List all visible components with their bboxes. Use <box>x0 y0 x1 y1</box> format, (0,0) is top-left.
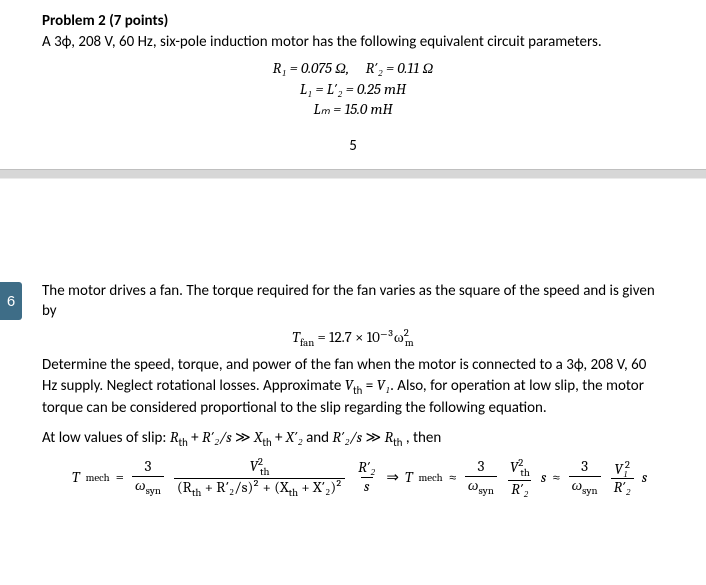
r2p-den2: R′₂ <box>508 480 531 498</box>
vth2b-sub: th <box>520 466 530 479</box>
plus1: + <box>188 429 202 447</box>
r2ps1: R′₂/s <box>202 428 232 446</box>
num-3: 3 <box>142 459 155 476</box>
determine-paragraph: Determine the speed, torque, and power o… <box>42 355 664 419</box>
num-3b: 3 <box>474 459 487 476</box>
frac-v12-over-r2p: V₁2 R′₂ <box>611 459 634 497</box>
denbig-th1: th <box>192 486 202 499</box>
then: , then <box>402 429 441 447</box>
vth-sub: th <box>353 384 362 397</box>
eq-sign: = <box>116 468 124 486</box>
gg1: ≫ <box>232 429 255 447</box>
num-3c: 3 <box>578 459 591 476</box>
v1: V₁ <box>377 376 391 394</box>
tmech2-sub: mech <box>419 471 443 484</box>
x2p1: X′₂ <box>286 428 303 446</box>
tfan-rhs: = 12.7 × 10⁻³ω <box>314 328 404 346</box>
eq-r2p: R′₂ = 0.11 Ω <box>366 59 434 77</box>
tmech-sub: mech <box>86 471 110 484</box>
syn3: syn <box>582 484 597 497</box>
p3a: At low values of slip: <box>42 429 170 447</box>
v1b-sup: 2 <box>625 458 630 471</box>
eq-r1: R₁ = 0.075 Ω, <box>273 59 349 77</box>
tmech-equation: Tmech = 3 ωsyn V2th (Rth + R′₂/s)² + (Xt… <box>42 456 664 499</box>
eq-l1l2: L₁ = L′₂ = 0.25 mH <box>42 79 664 99</box>
and: and <box>303 429 333 447</box>
r2p-num: R′₂ <box>355 460 378 477</box>
tfan-sub: fan <box>300 336 314 349</box>
fan-description: The motor drives a fan. The torque requi… <box>42 281 664 322</box>
eq-lm: Lₘ = 15.0 mH <box>42 99 664 119</box>
problem-title: Problem 2 (7 points) <box>42 12 664 30</box>
vth2-sub: th <box>260 465 270 478</box>
s-trail2: s <box>642 468 647 486</box>
frac-3-over-wsyn-3: 3 ωsyn <box>569 459 601 496</box>
frac-3-over-wsyn: 3 ωsyn <box>132 459 164 496</box>
tmech2-t: T <box>405 468 413 486</box>
frac-3-over-wsyn-2: 3 ωsyn <box>465 459 497 496</box>
s-den: s <box>361 477 372 495</box>
page-separator <box>0 169 706 239</box>
omega1: ω <box>135 476 146 494</box>
approx2: ≈ <box>552 468 560 486</box>
frac-vth2-over-den: V2th (Rth + R′₂/s)² + (Xth + X′₂)² <box>174 456 345 499</box>
frac-vth2-over-r2p: V2th R′₂ <box>507 457 533 497</box>
denbig1: (R <box>177 478 192 496</box>
equivalent-circuit-params: R₁ = 0.075 Ω, R′₂ = 0.11 Ω L₁ = L′₂ = 0.… <box>42 58 664 119</box>
tmech-t: T <box>72 468 80 486</box>
r2p-den3: R′₂ <box>611 478 634 496</box>
xth1-sub: th <box>262 436 271 449</box>
problem-intro: A 3ϕ, 208 V, 60 Hz, six-pole induction m… <box>42 32 664 52</box>
omega2: ω <box>468 476 479 494</box>
gg2: ≫ <box>362 429 385 447</box>
implies: ⇒ <box>386 468 399 486</box>
fan-torque-equation: Tfan = 12.7 × 10⁻³ω2m <box>42 326 664 349</box>
approx1: ≈ <box>449 468 457 486</box>
vth-v: V <box>345 376 353 394</box>
rth1-sub: th <box>178 436 187 449</box>
low-slip-condition: At low values of slip: Rth + R′₂/s ≫ Xth… <box>42 427 664 451</box>
p2-eq: = <box>362 377 376 395</box>
frac-r2p-over-s: R′₂ s <box>355 460 378 495</box>
plus2: + <box>272 429 286 447</box>
page-number: 5 <box>42 137 664 155</box>
syn2: syn <box>479 484 494 497</box>
tfan-symbol: T <box>292 328 300 346</box>
syn1: syn <box>146 484 161 497</box>
rth2: R <box>385 428 394 446</box>
side-tab: 6 <box>0 282 22 320</box>
omega3: ω <box>572 476 583 494</box>
r2ps2: R′₂/s <box>332 428 362 446</box>
omega-sub: m <box>405 336 414 349</box>
denbig3: + X′₂)² <box>298 478 342 496</box>
denbig-th2: th <box>289 486 299 499</box>
s-trail1: s <box>541 468 546 486</box>
denbig2: + R′₂/s)² + (X <box>201 478 288 496</box>
vth2b: V <box>510 458 518 476</box>
vth2: V <box>250 457 258 475</box>
